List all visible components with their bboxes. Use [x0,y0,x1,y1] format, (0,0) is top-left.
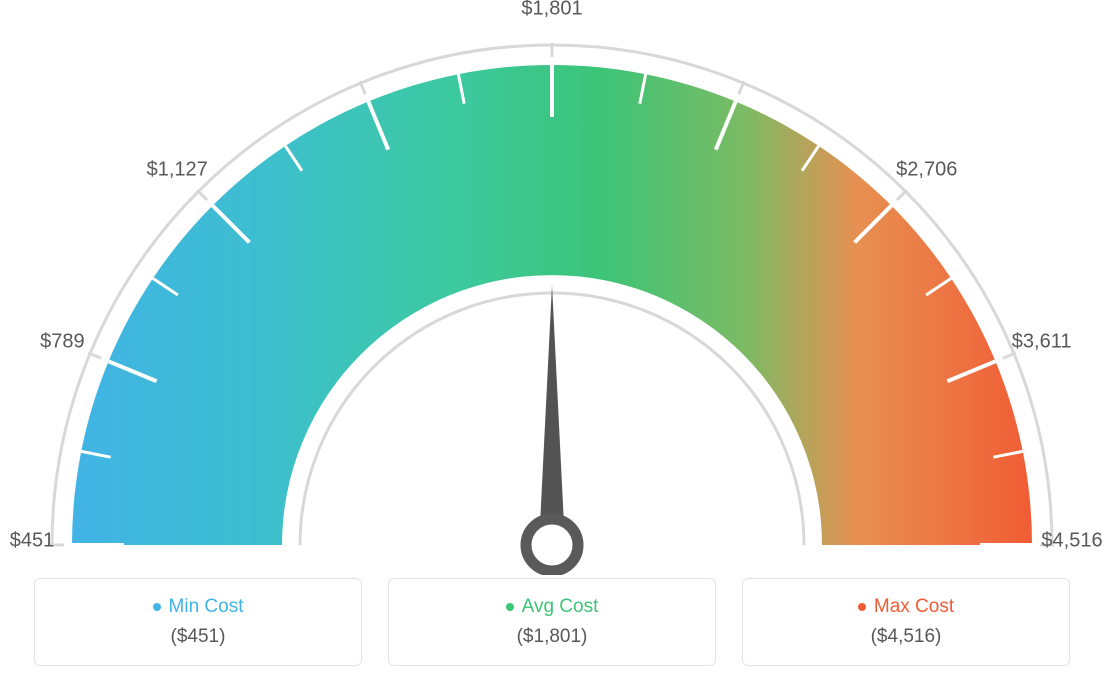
gauge-tick-label: $451 [10,530,55,553]
dot-icon [153,603,161,611]
gauge-tick-label: $789 [40,331,85,354]
legend-label-avg: Avg Cost [522,596,599,618]
legend-title-avg: Avg Cost [506,596,599,618]
legend-title-max: Max Cost [858,596,954,618]
legend-card-max: Max Cost ($4,516) [742,578,1070,666]
legend-value-avg: ($1,801) [517,626,588,648]
gauge-tick-label: $2,706 [896,159,957,182]
gauge-tick-label: $1,801 [521,0,582,21]
legend-row: Min Cost ($451) Avg Cost ($1,801) Max Co… [0,578,1104,666]
gauge-tick-label: $1,127 [147,159,208,182]
gauge-tick-label: $3,611 [1012,331,1072,354]
legend-label-min: Min Cost [169,596,244,618]
dot-icon [858,603,866,611]
legend-card-avg: Avg Cost ($1,801) [388,578,716,666]
dot-icon [506,603,514,611]
gauge-svg [0,0,1104,575]
gauge-tick-label: $4,516 [1041,530,1102,553]
cost-gauge: $451 $789 $1,127 $1,801 $2,706 $3,611 $4,516 [0,0,1104,575]
legend-card-min: Min Cost ($451) [34,578,362,666]
legend-value-min: ($451) [171,626,226,648]
legend-title-min: Min Cost [153,596,244,618]
legend-value-max: ($4,516) [871,626,942,648]
legend-label-max: Max Cost [874,596,954,618]
